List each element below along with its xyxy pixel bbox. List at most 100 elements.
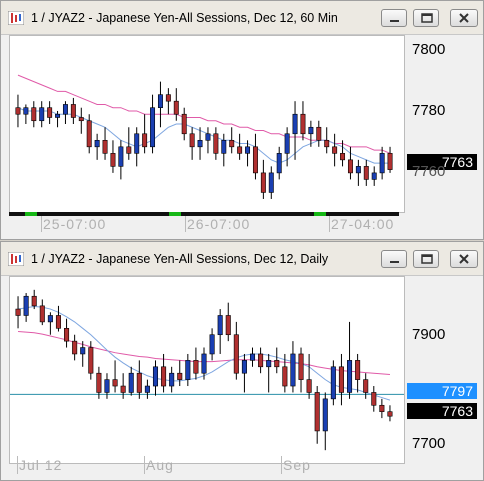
candle: [197, 127, 203, 160]
chart-window-daily[interactable]: 1 / JYAZ2 - Japanese Yen-All Sessions, D…: [0, 241, 484, 481]
candle: [150, 94, 156, 154]
candle: [330, 360, 336, 406]
candle: [298, 347, 304, 393]
candle-body: [322, 398, 328, 432]
candle-body: [177, 372, 183, 380]
candle-body: [64, 328, 70, 342]
x-tick: [185, 216, 186, 232]
candle: [70, 97, 76, 124]
candle: [363, 373, 369, 399]
candle: [284, 127, 290, 167]
candle: [201, 347, 207, 380]
candle: [252, 133, 258, 180]
candle-body: [249, 353, 256, 361]
candle: [371, 166, 377, 186]
candle-body: [126, 146, 132, 154]
x-axis-label: Aug: [146, 457, 174, 473]
candle-body: [306, 379, 312, 393]
candle: [355, 353, 361, 393]
price-chart-daily[interactable]: [9, 276, 405, 464]
minimize-button[interactable]: [381, 9, 407, 27]
candle: [136, 360, 142, 399]
candle: [144, 379, 150, 399]
price-chart-60min[interactable]: [9, 35, 405, 213]
candle-body: [23, 107, 29, 115]
candle: [94, 133, 100, 160]
candle: [308, 120, 314, 147]
candle: [217, 309, 223, 354]
candle: [314, 386, 320, 444]
candle-body: [173, 100, 179, 115]
candle: [258, 347, 264, 374]
candle-body: [217, 315, 223, 336]
close-button[interactable]: [450, 9, 478, 27]
candle: [193, 347, 199, 380]
candle-body: [94, 139, 100, 148]
candle-body: [371, 172, 377, 180]
candle: [316, 120, 322, 147]
candle-body: [363, 166, 369, 180]
candle-body: [181, 113, 187, 135]
y-tick-label: 7760: [412, 163, 446, 180]
candle: [72, 334, 78, 361]
candle: [134, 127, 140, 167]
candle-body: [31, 107, 37, 122]
candlestick-chart[interactable]: [10, 277, 404, 463]
candle: [363, 159, 369, 186]
candle-body: [330, 366, 336, 400]
candle-body: [229, 139, 235, 148]
candle: [260, 159, 266, 199]
minimize-button[interactable]: [381, 250, 407, 268]
candle: [126, 127, 132, 160]
candle-body: [70, 104, 76, 118]
candle-body: [274, 360, 280, 368]
last-price-label: 7763: [407, 154, 477, 170]
candle-body: [165, 94, 171, 102]
candle: [225, 302, 231, 342]
candle: [340, 140, 346, 167]
candle: [245, 140, 251, 167]
candle: [173, 88, 179, 121]
candle-body: [157, 94, 163, 109]
candle: [47, 312, 53, 335]
candle-body: [15, 107, 21, 115]
candle-body: [332, 146, 338, 154]
candle-body: [96, 372, 102, 393]
x-axis-label: 26-07:00: [187, 216, 251, 232]
candle: [104, 373, 110, 399]
session-marker: [169, 212, 181, 216]
minimize-icon: [390, 261, 399, 263]
candle-body: [221, 139, 227, 154]
title-bar[interactable]: 1 / JYAZ2 - Japanese Yen-All Sessions, D…: [1, 1, 483, 35]
candlestick-chart[interactable]: [10, 36, 404, 212]
candle-body: [102, 139, 108, 154]
x-tick: [41, 216, 42, 232]
chart-window-60min[interactable]: 1 / JYAZ2 - Japanese Yen-All Sessions, D…: [0, 0, 484, 240]
candle: [233, 321, 239, 380]
candle-body: [308, 126, 314, 135]
candle-body: [252, 146, 258, 174]
candle-body: [80, 347, 86, 355]
candle-body: [47, 107, 53, 118]
close-icon: [459, 254, 469, 264]
candle: [31, 101, 37, 128]
candle: [88, 341, 94, 380]
maximize-button[interactable]: [413, 9, 439, 27]
candle-body: [185, 360, 191, 380]
title-bar[interactable]: 1 / JYAZ2 - Japanese Yen-All Sessions, D…: [1, 242, 483, 276]
candle: [185, 353, 191, 387]
candle-body: [136, 372, 142, 393]
close-button[interactable]: [450, 250, 478, 268]
maximize-button[interactable]: [413, 250, 439, 268]
candle: [157, 81, 163, 128]
candle: [80, 341, 86, 367]
candle: [379, 398, 385, 419]
candle-body: [355, 166, 361, 174]
candle: [118, 140, 124, 180]
x-axis-label: Jul 12: [19, 457, 63, 473]
candle: [268, 166, 274, 199]
candle: [300, 101, 306, 141]
candle-body: [15, 308, 21, 316]
candle-body: [225, 315, 231, 336]
candle: [213, 127, 219, 160]
